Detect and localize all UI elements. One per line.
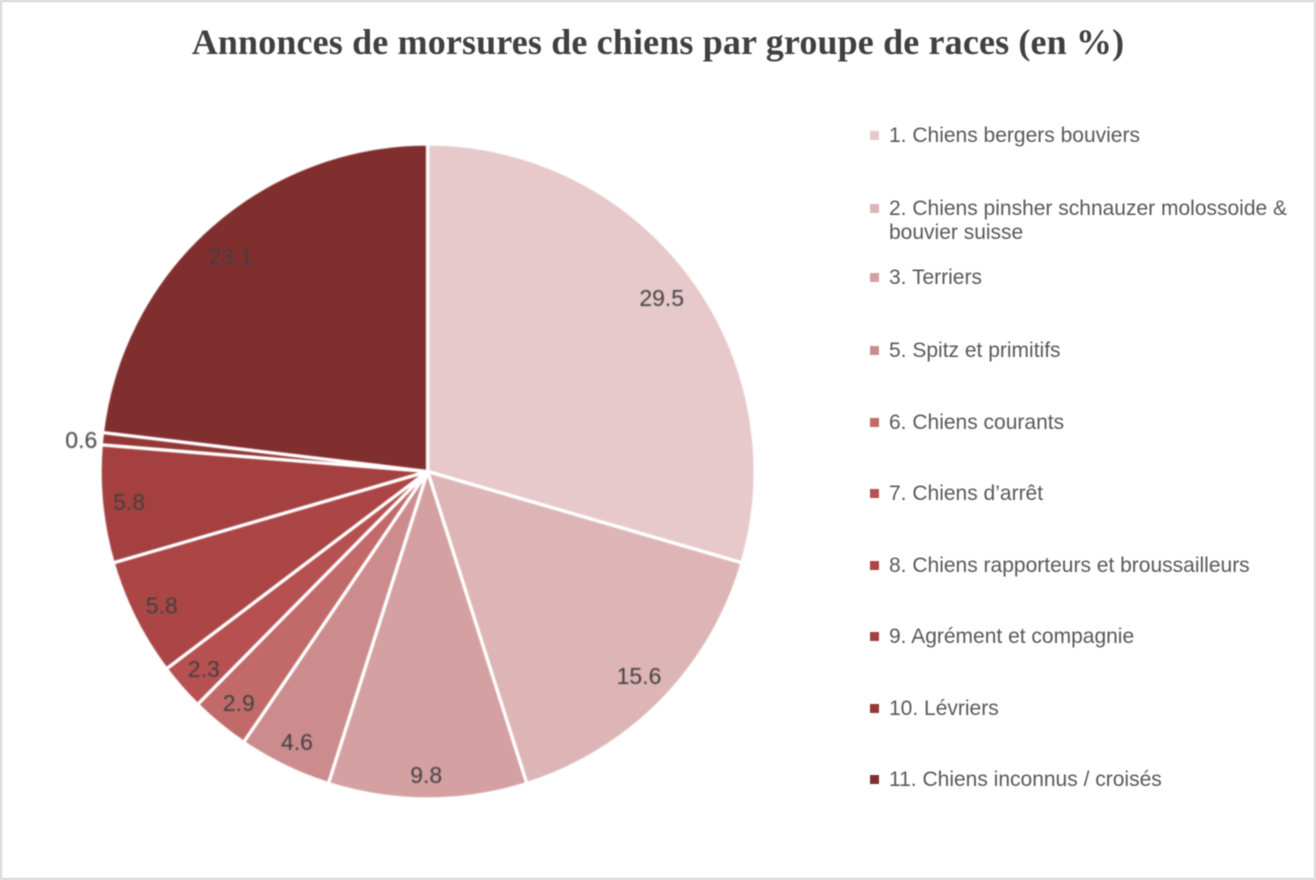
- svg-text:2.9: 2.9: [223, 690, 255, 716]
- svg-text:23.1: 23.1: [208, 244, 253, 270]
- svg-text:15.6: 15.6: [617, 663, 662, 689]
- svg-text:5.8: 5.8: [113, 489, 145, 515]
- svg-text:4.6: 4.6: [281, 729, 313, 755]
- svg-text:9.8: 9.8: [410, 762, 442, 788]
- svg-text:29.5: 29.5: [639, 285, 684, 311]
- svg-text:2.3: 2.3: [188, 656, 220, 682]
- svg-text:5.8: 5.8: [146, 593, 178, 619]
- svg-text:0.6: 0.6: [65, 427, 97, 453]
